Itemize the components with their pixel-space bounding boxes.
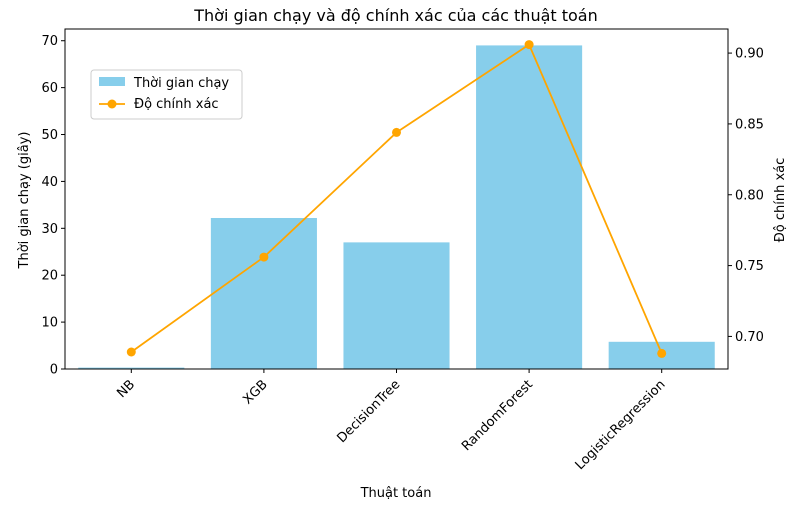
legend: Thời gian chạy Độ chính xác [90, 69, 243, 120]
accuracy-point-logisticregression [657, 348, 667, 358]
x-tick-label-xgb: XGB [240, 377, 270, 407]
y2-tick-label: 0.85 [735, 117, 764, 132]
y-axis-label: Thời gian chạy (giây) [17, 132, 32, 270]
y-tick-label: 0 [50, 363, 58, 378]
y-tick-label: 70 [41, 34, 58, 49]
bar-xgb [210, 217, 317, 369]
line-series [126, 40, 667, 358]
x-tick-label-nb: NB [114, 377, 138, 401]
accuracy-point-xgb [259, 252, 269, 262]
y-tick-label: 60 [41, 81, 58, 96]
y2-tick-label: 0.80 [735, 188, 764, 203]
y-tick-label: 10 [41, 316, 58, 331]
bar-randomforest [476, 45, 583, 370]
y2-tick-label: 0.75 [735, 259, 764, 274]
x-tick-label-decisiontree: DecisionTree [334, 377, 403, 446]
legend-line-label: Độ chính xác [134, 97, 219, 112]
y2-tick-label: 0.70 [735, 330, 764, 345]
y-tick-label: 40 [41, 175, 58, 190]
y2-axis-label: Độ chính xác [773, 158, 788, 243]
right-axis-ticks: 0.70 0.75 0.80 0.85 0.90 [728, 47, 764, 345]
x-tick-label-randomforest: RandomForest [459, 377, 536, 454]
x-axis-ticks: NB XGB DecisionTree RandomForest LogisticReg… [114, 369, 669, 473]
legend-bar-swatch [99, 77, 125, 86]
x-axis-label: Thuật toán [360, 486, 432, 501]
legend-line-marker [107, 99, 117, 109]
chart-title: Thời gian chạy và độ chính xác của các t… [193, 6, 598, 25]
bar-series [78, 45, 715, 370]
accuracy-point-nb [126, 347, 136, 357]
left-axis-ticks: 0 10 20 30 40 50 60 70 [41, 34, 65, 378]
bar-decisiontree [343, 242, 450, 369]
accuracy-point-randomforest [524, 40, 534, 50]
legend-box [90, 69, 243, 120]
accuracy-point-decisiontree [392, 127, 401, 137]
y-tick-label: 50 [41, 128, 58, 143]
y2-tick-label: 0.90 [735, 47, 764, 62]
y-tick-label: 20 [41, 269, 58, 284]
legend-bar-label: Thời gian chạy [133, 76, 229, 91]
x-tick-label-logisticregression: LogisticRegression [573, 377, 669, 473]
y-tick-label: 30 [41, 222, 58, 237]
bar-nb [78, 367, 185, 369]
